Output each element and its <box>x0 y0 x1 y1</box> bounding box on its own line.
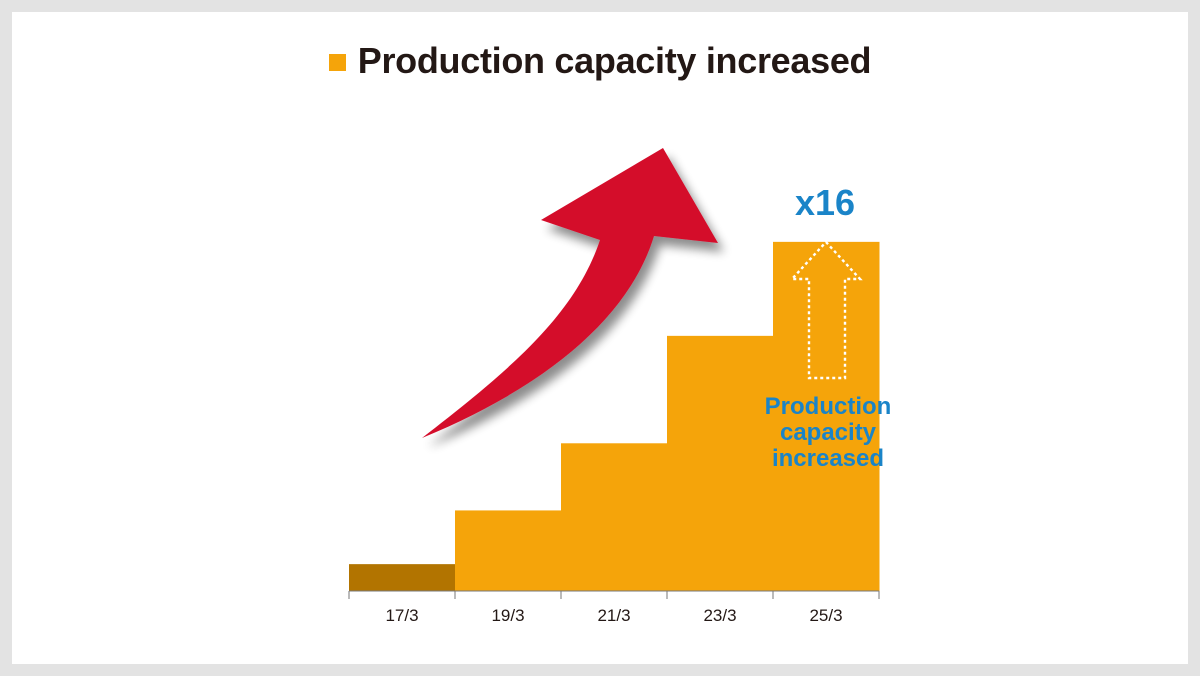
x-tick-label: 21/3 <box>597 606 630 625</box>
annotation-line-2: capacity <box>780 419 877 446</box>
bar-23/3 <box>667 335 774 591</box>
annotation-text: Production capacity increased <box>765 393 892 472</box>
title-square-icon <box>328 53 346 71</box>
annotation-line-1: Production <box>765 393 892 420</box>
x-tick-label: 19/3 <box>491 606 524 625</box>
annotation-line-3: increased <box>772 445 884 472</box>
bar-21/3 <box>561 443 668 591</box>
x-tick-label: 25/3 <box>809 606 842 625</box>
multiplier-label: x16 <box>795 182 855 223</box>
bar-25/3 <box>773 241 880 591</box>
bar-17/3 <box>349 564 456 591</box>
bars-group <box>349 241 880 591</box>
x-axis-tick-labels: 17/3 19/3 21/3 23/3 25/3 <box>385 606 842 625</box>
bar-19/3 <box>455 510 562 591</box>
page-title: Production capacity increased <box>357 40 872 81</box>
x-axis-ticks <box>348 591 880 599</box>
x-tick-label: 17/3 <box>385 606 418 625</box>
title-row: Production capacity increased <box>0 40 1200 82</box>
red-trend-arrow-icon <box>422 148 718 438</box>
x-tick-label: 23/3 <box>703 606 736 625</box>
up-arrow-outline-icon <box>789 240 863 380</box>
